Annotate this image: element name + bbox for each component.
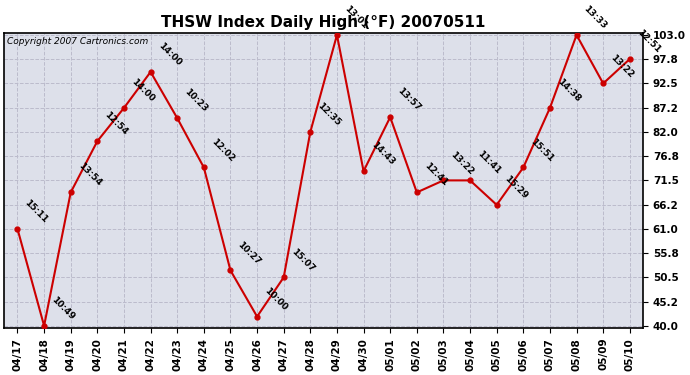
Text: Copyright 2007 Cartronics.com: Copyright 2007 Cartronics.com: [8, 37, 148, 46]
Text: 13:22: 13:22: [449, 150, 475, 176]
Text: 12:41: 12:41: [422, 162, 449, 188]
Text: 15:07: 15:07: [289, 247, 316, 273]
Text: 13:01: 13:01: [342, 4, 369, 31]
Text: 12:02: 12:02: [209, 137, 236, 163]
Text: 14:00: 14:00: [156, 41, 183, 68]
Text: 14:43: 14:43: [369, 140, 396, 167]
Text: 12:54: 12:54: [103, 110, 130, 137]
Text: 15:11: 15:11: [23, 198, 50, 225]
Text: 10:00: 10:00: [263, 286, 289, 312]
Text: 15:51: 15:51: [529, 137, 555, 163]
Text: 10:49: 10:49: [50, 295, 77, 322]
Text: 13:54: 13:54: [77, 162, 103, 188]
Title: THSW Index Daily High (°F) 20070511: THSW Index Daily High (°F) 20070511: [161, 15, 486, 30]
Text: 13:33: 13:33: [582, 4, 609, 31]
Text: 11:41: 11:41: [475, 150, 502, 176]
Text: 13:22: 13:22: [609, 53, 635, 79]
Text: 14:00: 14:00: [130, 77, 156, 104]
Text: 12:51: 12:51: [635, 28, 662, 55]
Text: 10:23: 10:23: [183, 87, 209, 114]
Text: 13:57: 13:57: [396, 86, 422, 113]
Text: 12:35: 12:35: [316, 101, 342, 128]
Text: 10:27: 10:27: [236, 240, 263, 266]
Text: 14:38: 14:38: [555, 77, 582, 104]
Text: 15:29: 15:29: [502, 174, 529, 201]
